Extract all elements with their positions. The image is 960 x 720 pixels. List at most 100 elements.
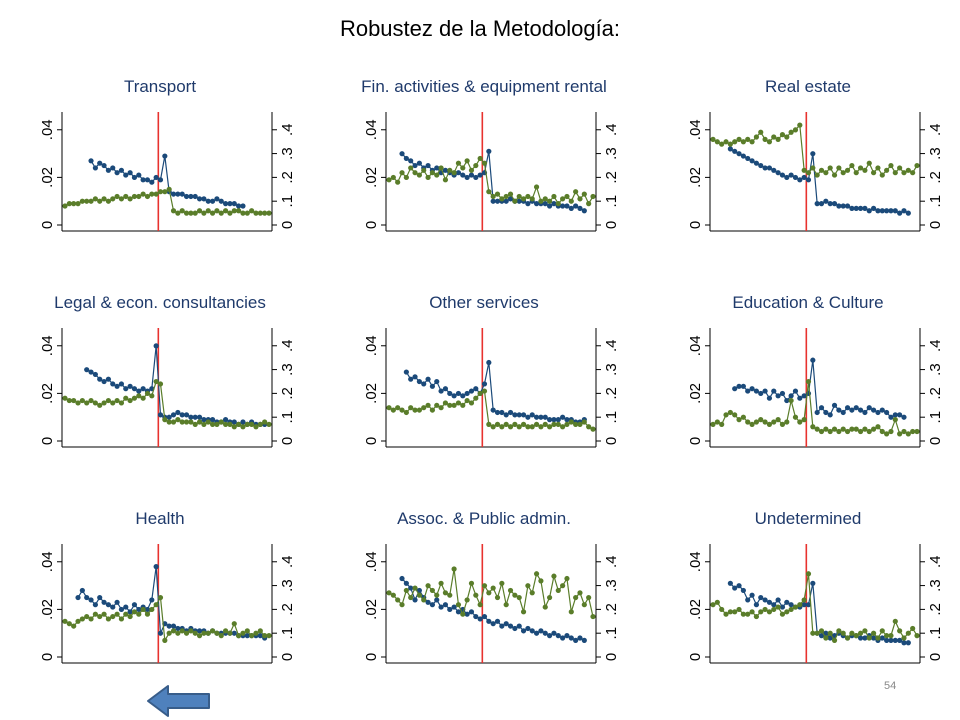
- data-point-green: [408, 594, 414, 601]
- data-point-blue: [473, 386, 479, 392]
- data-point-blue: [581, 637, 587, 643]
- data-point-green: [66, 397, 72, 404]
- data-point-blue: [162, 153, 168, 159]
- data-point-green: [866, 160, 872, 166]
- data-point-blue: [538, 414, 544, 420]
- data-point-green: [179, 628, 185, 634]
- panel-title: Education & Culture: [732, 293, 883, 312]
- data-point-green: [870, 170, 877, 176]
- data-point-green: [425, 174, 431, 181]
- data-point-green: [555, 421, 561, 427]
- data-point-green: [486, 590, 492, 596]
- data-point-blue: [153, 564, 159, 570]
- data-point-green: [175, 630, 181, 636]
- data-point-blue: [192, 193, 198, 200]
- data-point-green: [481, 388, 488, 394]
- data-point-blue: [784, 599, 790, 605]
- data-point-green: [473, 592, 479, 598]
- data-point-blue: [805, 602, 812, 608]
- data-point-green: [586, 424, 592, 430]
- data-point-green: [719, 421, 725, 427]
- left-arrow-icon[interactable]: [146, 683, 212, 719]
- data-point-green: [749, 139, 755, 145]
- data-point-green: [714, 139, 720, 145]
- data-point-green: [866, 428, 872, 435]
- data-point-green: [875, 424, 881, 430]
- left-tick-label: .04: [687, 551, 704, 572]
- data-point-blue: [879, 635, 885, 641]
- data-point-blue: [236, 203, 242, 209]
- data-point-green: [818, 628, 825, 634]
- data-point-green: [507, 587, 514, 594]
- data-point-green: [818, 167, 825, 173]
- data-point-green: [801, 597, 807, 603]
- data-point-blue: [127, 383, 133, 389]
- data-point-green: [140, 606, 146, 613]
- data-point-blue: [231, 201, 237, 207]
- data-point-blue: [447, 606, 453, 613]
- data-point-blue: [101, 162, 107, 169]
- data-point-blue: [823, 630, 829, 636]
- data-point-blue: [897, 210, 903, 216]
- data-point-green: [870, 426, 877, 432]
- data-point-green: [836, 628, 842, 634]
- data-point-green: [236, 633, 242, 639]
- data-point-blue: [84, 594, 90, 601]
- data-point-green: [477, 155, 483, 162]
- data-point-blue: [118, 381, 125, 387]
- left-tick-label: .04: [687, 335, 704, 356]
- data-point-blue: [771, 602, 777, 608]
- data-point-green: [412, 407, 418, 413]
- data-point-green: [75, 400, 81, 406]
- data-point-green: [568, 419, 574, 425]
- data-point-green: [714, 419, 720, 425]
- data-point-green: [253, 210, 259, 216]
- data-point-blue: [525, 625, 531, 632]
- right-tick-label: .2: [279, 603, 296, 616]
- data-point-green: [792, 127, 799, 133]
- data-point-blue: [758, 162, 764, 169]
- data-point-green: [188, 628, 194, 634]
- data-point-green: [71, 397, 77, 404]
- data-point-blue: [118, 167, 125, 173]
- data-point-green: [170, 208, 177, 214]
- data-point-green: [386, 177, 392, 183]
- left-tick-label: .04: [363, 335, 380, 356]
- data-point-blue: [538, 628, 544, 634]
- data-point-green: [564, 193, 570, 200]
- data-point-green: [564, 575, 570, 582]
- data-point-green: [227, 210, 233, 216]
- data-point-blue: [879, 208, 885, 214]
- data-point-green: [222, 628, 229, 634]
- data-point-green: [144, 611, 151, 617]
- data-point-green: [888, 428, 894, 435]
- data-point-green: [888, 633, 894, 639]
- data-point-blue: [849, 205, 855, 211]
- data-point-green: [719, 606, 725, 613]
- data-point-green: [214, 630, 220, 636]
- data-point-green: [779, 421, 786, 427]
- data-point-blue: [205, 198, 211, 204]
- data-point-green: [525, 583, 531, 589]
- data-point-blue: [499, 409, 505, 416]
- data-point-green: [434, 592, 440, 598]
- data-point-green: [105, 616, 112, 622]
- data-point-blue: [762, 388, 768, 394]
- data-point-blue: [512, 625, 518, 632]
- data-point-blue: [179, 191, 185, 197]
- data-point-blue: [533, 630, 540, 636]
- data-point-green: [140, 191, 146, 197]
- data-point-green: [538, 198, 544, 204]
- data-point-green: [218, 633, 224, 639]
- data-point-green: [434, 402, 440, 408]
- data-point-green: [249, 208, 255, 214]
- data-point-blue: [494, 409, 501, 416]
- data-point-blue: [827, 412, 833, 418]
- data-point-green: [144, 390, 151, 397]
- data-point-blue: [875, 208, 881, 214]
- data-point-blue: [227, 201, 233, 207]
- data-point-green: [390, 592, 396, 598]
- data-point-blue: [131, 174, 138, 181]
- data-point-blue: [542, 201, 548, 207]
- data-point-green: [157, 594, 164, 601]
